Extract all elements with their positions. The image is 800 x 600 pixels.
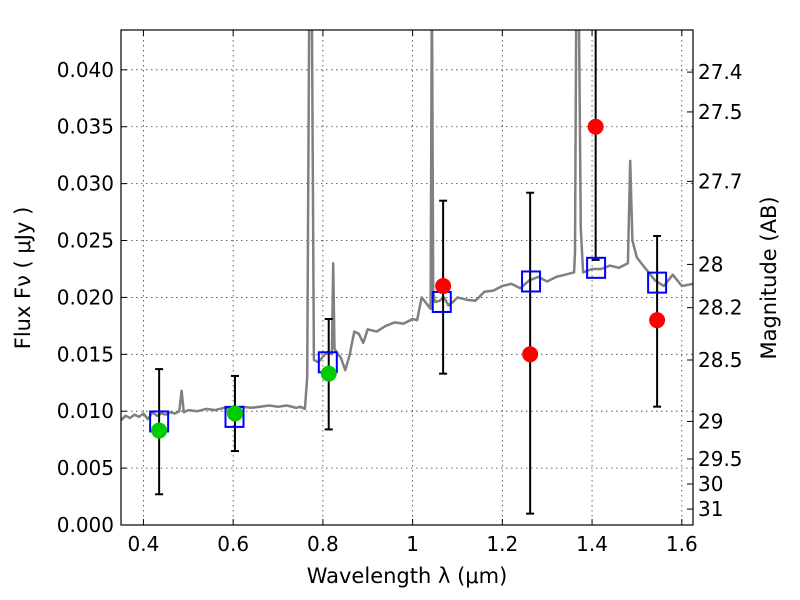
- x-tick-label: 0.4: [128, 532, 160, 556]
- plot-frame: [120, 29, 694, 526]
- y-axis-label: Flux Fν ( μJy ): [11, 207, 35, 350]
- y-tick-label: 0.010: [57, 399, 114, 423]
- green-point: [320, 365, 337, 382]
- x-tick-label: 1.4: [576, 532, 608, 556]
- green-point: [226, 405, 243, 422]
- y-tick-label: 0.025: [57, 229, 114, 253]
- x-tick-label: 0.8: [307, 532, 339, 556]
- y-tick-label: 0.015: [57, 342, 114, 366]
- mag-tick-label: 27.4: [698, 60, 743, 84]
- mag-tick-label: 29: [698, 409, 723, 433]
- model-point: [586, 256, 607, 279]
- x-tick-label: 0.6: [217, 532, 249, 556]
- y-tick-label: 0.020: [57, 285, 114, 309]
- mag-tick-label: 27.7: [698, 169, 743, 193]
- green-point: [151, 422, 168, 439]
- y2-axis-label: Magnitude (AB): [757, 196, 781, 359]
- model-point: [521, 270, 542, 293]
- mag-tick-label: 28.5: [698, 348, 743, 372]
- x-axis-label: Wavelength λ (μm): [307, 564, 508, 588]
- y-tick-label: 0.000: [57, 513, 114, 537]
- mag-tick-label: 31: [698, 497, 723, 521]
- y-tick-label: 0.030: [57, 172, 114, 196]
- mag-tick-label: 28.2: [698, 296, 743, 320]
- red-point: [435, 278, 452, 295]
- x-tick-label: 1: [406, 532, 419, 556]
- y-tick-label: 0.035: [57, 115, 114, 139]
- spectrum-line: [121, 30, 693, 422]
- grid-layer: [121, 30, 693, 526]
- mag-tick-label: 29.5: [698, 447, 743, 471]
- axis-layer: 0.4 0.6 0.8 1 1.2 1.4 1.6 0.000 0.005 0.010 0.015 0…: [57, 30, 743, 556]
- x-tick-label: 1.2: [486, 532, 518, 556]
- y-tick-label: 0.005: [57, 456, 114, 480]
- red-point: [587, 118, 604, 135]
- red-point: [522, 346, 539, 363]
- data-layer: [121, 30, 693, 515]
- mag-tick-label: 27.5: [698, 100, 743, 124]
- x-tick-label: 1.6: [666, 532, 698, 556]
- red-point: [649, 312, 666, 329]
- y-tick-label: 0.040: [57, 58, 114, 82]
- mag-tick-label: 28: [698, 252, 723, 276]
- mag-tick-label: 30: [698, 472, 723, 496]
- model-point: [647, 271, 668, 294]
